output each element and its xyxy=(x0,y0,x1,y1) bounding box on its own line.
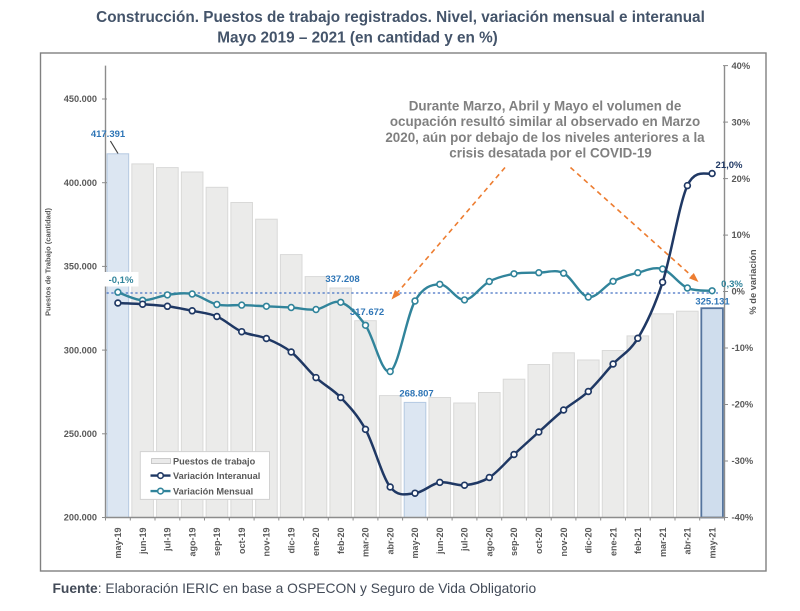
svg-text:ago-20: ago-20 xyxy=(485,528,495,557)
svg-text:Variación Mensual: Variación Mensual xyxy=(173,486,253,496)
svg-text:268.807: 268.807 xyxy=(399,388,433,399)
svg-text:abr-20: abr-20 xyxy=(385,528,395,555)
svg-text:0,3%: 0,3% xyxy=(721,279,743,290)
svg-text:may-20: may-20 xyxy=(410,528,420,559)
svg-text:% de variación: % de variación xyxy=(748,249,758,314)
svg-text:Puestos de trabajo: Puestos de trabajo xyxy=(173,456,256,466)
svg-text:400.000: 400.000 xyxy=(64,178,97,188)
svg-text:2020, aún por debajo de los ni: 2020, aún por debajo de los niveles ante… xyxy=(385,130,705,145)
svg-text:317.672: 317.672 xyxy=(350,307,384,318)
svg-text:417.391: 417.391 xyxy=(91,129,126,140)
svg-text:350.000: 350.000 xyxy=(64,262,97,272)
svg-text:10%: 10% xyxy=(732,230,751,240)
svg-text:-30%: -30% xyxy=(732,456,754,466)
svg-text:250.000: 250.000 xyxy=(64,429,97,439)
svg-text:-40%: -40% xyxy=(732,513,754,523)
svg-text:crisis desatada por el COVID-1: crisis desatada por el COVID-19 xyxy=(449,146,651,161)
svg-text:-20%: -20% xyxy=(732,400,754,410)
svg-text:sep-20: sep-20 xyxy=(509,528,519,557)
svg-text:Durante Marzo, Abril y Mayo el: Durante Marzo, Abril y Mayo el volumen d… xyxy=(409,99,682,114)
svg-text:feb-21: feb-21 xyxy=(633,528,643,555)
svg-text:Mayo 2019 – 2021 (en cantidad: Mayo 2019 – 2021 (en cantidad y en %) xyxy=(217,30,498,47)
svg-text:dic-20: dic-20 xyxy=(584,528,594,554)
svg-text:feb-20: feb-20 xyxy=(336,528,346,555)
svg-text:oct-19: oct-19 xyxy=(237,528,247,555)
svg-text:337.208: 337.208 xyxy=(325,274,359,285)
svg-text:ene-20: ene-20 xyxy=(311,528,321,557)
svg-text:Puestos de Trabajo (cantidad): Puestos de Trabajo (cantidad) xyxy=(44,208,53,316)
svg-text:Fuente: Elaboración IERIC en b: Fuente: Elaboración IERIC en base a OSPE… xyxy=(53,581,537,596)
svg-text:300.000: 300.000 xyxy=(64,345,97,355)
svg-text:nov-19: nov-19 xyxy=(262,528,272,557)
svg-text:nov-20: nov-20 xyxy=(559,528,569,557)
svg-text:jun-20: jun-20 xyxy=(435,528,445,556)
svg-text:ocupación resultó similar al o: ocupación resultó similar al observado e… xyxy=(390,114,700,129)
svg-text:mar-21: mar-21 xyxy=(658,528,668,558)
svg-text:450.000: 450.000 xyxy=(64,94,97,104)
svg-text:40%: 40% xyxy=(732,61,751,71)
svg-text:-0,1%: -0,1% xyxy=(109,275,134,286)
svg-text:dic-19: dic-19 xyxy=(286,528,296,554)
svg-text:0%: 0% xyxy=(732,287,746,297)
svg-text:sep-19: sep-19 xyxy=(212,528,222,557)
svg-text:Construcción. Puestos de traba: Construcción. Puestos de trabajo registr… xyxy=(96,9,705,26)
svg-text:jul-19: jul-19 xyxy=(163,528,173,553)
svg-text:21,0%: 21,0% xyxy=(716,160,743,171)
svg-text:ene-21: ene-21 xyxy=(608,528,618,557)
svg-text:ago-19: ago-19 xyxy=(187,528,197,557)
svg-text:jun-19: jun-19 xyxy=(138,528,148,556)
svg-text:may-21: may-21 xyxy=(707,528,717,559)
svg-text:325.131: 325.131 xyxy=(695,297,730,308)
svg-text:jul-20: jul-20 xyxy=(460,528,470,553)
svg-text:200.000: 200.000 xyxy=(64,513,97,523)
svg-text:30%: 30% xyxy=(732,117,751,127)
svg-text:-10%: -10% xyxy=(732,343,754,353)
svg-text:mar-20: mar-20 xyxy=(361,528,371,558)
svg-text:abr-21: abr-21 xyxy=(683,528,693,555)
svg-text:Variación Interanual: Variación Interanual xyxy=(173,471,260,481)
svg-text:oct-20: oct-20 xyxy=(534,528,544,555)
svg-text:may-19: may-19 xyxy=(113,528,123,559)
svg-text:20%: 20% xyxy=(732,174,751,184)
